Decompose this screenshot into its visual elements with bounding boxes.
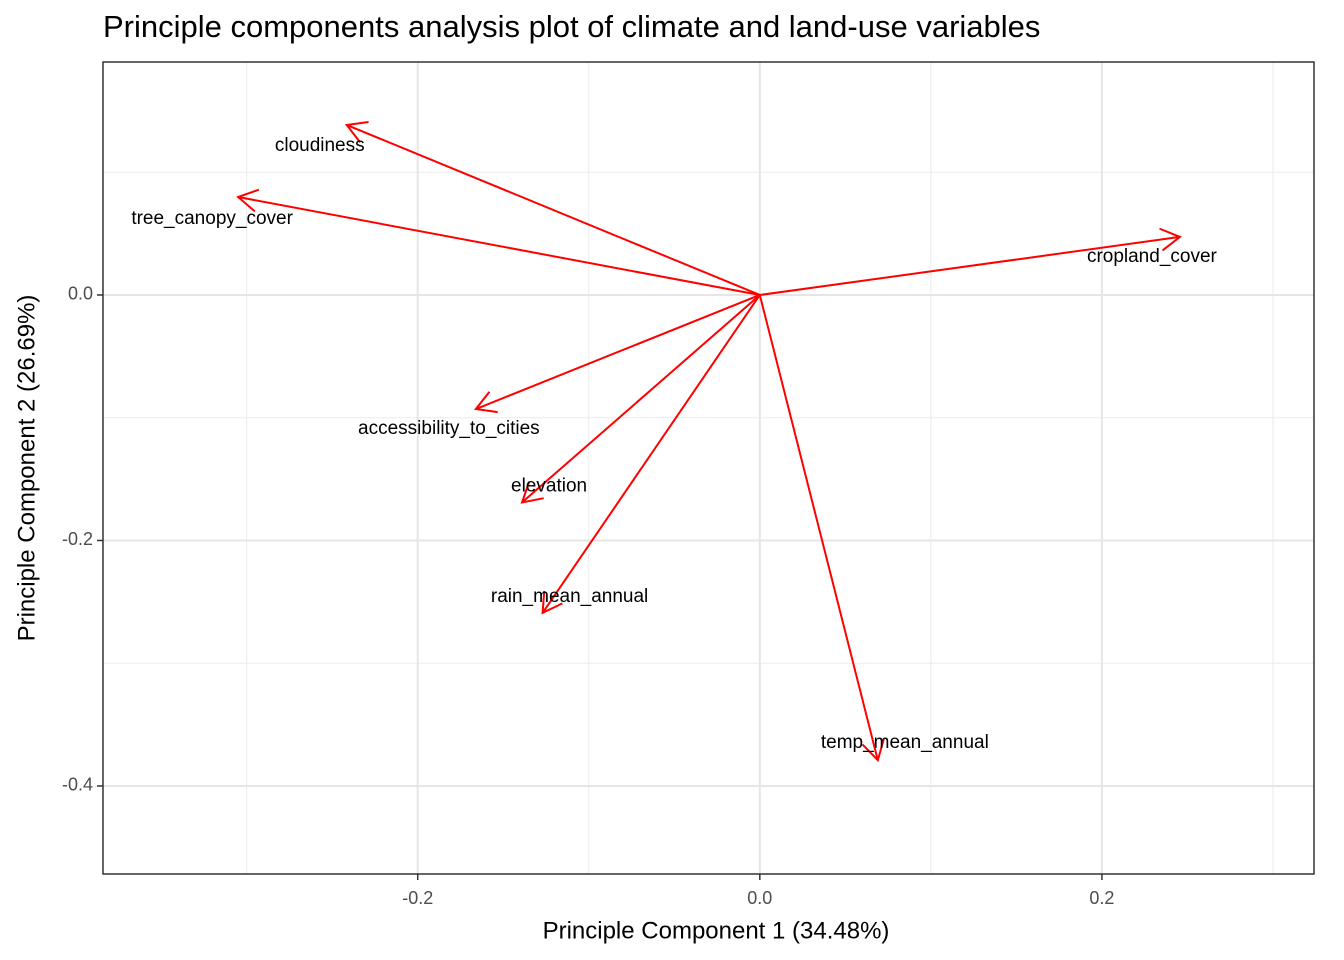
arrow-head [1159,227,1182,252]
arrow [236,188,760,296]
y-tick-label: -0.2 [62,529,93,549]
vector-label: cloudiness [275,135,365,156]
vector-label: cropland_cover [1087,246,1218,267]
arrow-shaft [475,294,761,410]
arrow-shaft [346,124,761,296]
vector-label: elevation [511,475,587,496]
vector-label: tree_canopy_cover [131,208,293,229]
arrow [758,294,885,763]
arrow [344,121,761,296]
arrow [541,294,761,615]
y-tick-label: -0.4 [62,775,93,795]
arrow-shaft [237,196,760,296]
arrow-head [236,188,260,213]
arrow-head [474,391,498,414]
x-tick-label: 0.2 [1089,888,1114,908]
arrow [474,294,761,414]
arrow-shaft [759,235,1181,296]
arrow-shaft [758,294,879,761]
x-tick-label: -0.2 [402,888,433,908]
plot-border [102,61,1315,875]
arrow-shaft [521,294,761,504]
arrow-head [861,738,885,763]
arrow-head [541,590,563,615]
arrow [759,227,1182,296]
chart-title: Principle components analysis plot of cl… [103,9,1040,44]
vector-label: accessibility_to_cities [358,418,540,439]
arrow-shaft [541,294,761,614]
arrow [520,294,761,504]
y-axis-title: Principle Component 2 (26.69%) [13,295,40,642]
y-tick-label: 0.0 [68,284,93,304]
vector-label: rain_mean_annual [491,586,648,607]
arrow-head [344,121,369,144]
x-axis-title: Principle Component 1 (34.48%) [543,917,890,944]
vector-label: temp_mean_annual [821,732,989,753]
x-tick-label: 0.0 [747,888,772,908]
arrow-head [520,481,544,504]
